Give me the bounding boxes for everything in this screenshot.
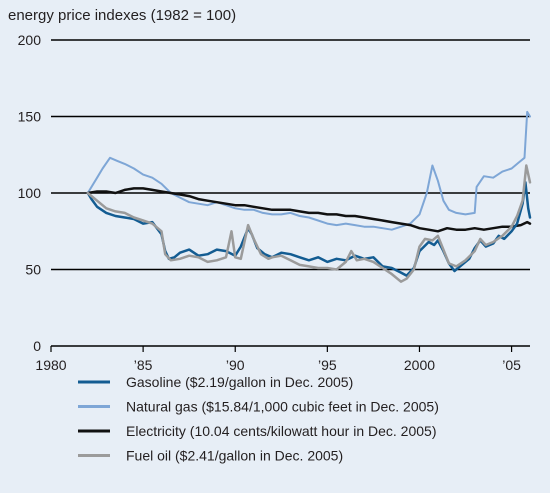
gridlines: [51, 39, 530, 347]
legend-label: Gasoline ($2.19/gallon in Dec. 2005): [126, 374, 353, 390]
x-tick-label: ’85: [134, 357, 153, 373]
series-line-3: [86, 164, 532, 283]
legend: Gasoline ($2.19/gallon in Dec. 2005) Natu…: [78, 374, 439, 464]
x-axis-ticks: 1980 ’85 ’90 ’95 2000 ’05: [35, 346, 521, 373]
y-tick-label: 150: [18, 109, 42, 125]
series-lines: [86, 110, 532, 283]
legend-label: Natural gas ($15.84/1,000 cubic feet in …: [126, 399, 439, 415]
series-line-1: [86, 187, 532, 233]
legend-label: Electricity (10.04 cents/kilowatt hour i…: [126, 423, 436, 439]
y-tick-label: 50: [25, 262, 41, 278]
x-tick-label: ’90: [226, 357, 245, 373]
y-tick-label: 0: [33, 338, 41, 354]
y-axis-ticks: 0 50 100 150 200: [18, 32, 42, 354]
y-tick-label: 200: [18, 32, 42, 48]
x-tick-label: 2000: [404, 357, 435, 373]
series-line-0: [86, 110, 531, 231]
y-tick-label: 100: [18, 185, 42, 201]
x-tick-label: ’05: [502, 357, 521, 373]
chart-title: energy price indexes (1982 = 100): [8, 7, 236, 24]
legend-label: Fuel oil ($2.41/gallon in Dec. 2005): [126, 448, 343, 464]
x-tick-label: 1980: [35, 357, 66, 373]
x-tick-label: ’95: [318, 357, 337, 373]
